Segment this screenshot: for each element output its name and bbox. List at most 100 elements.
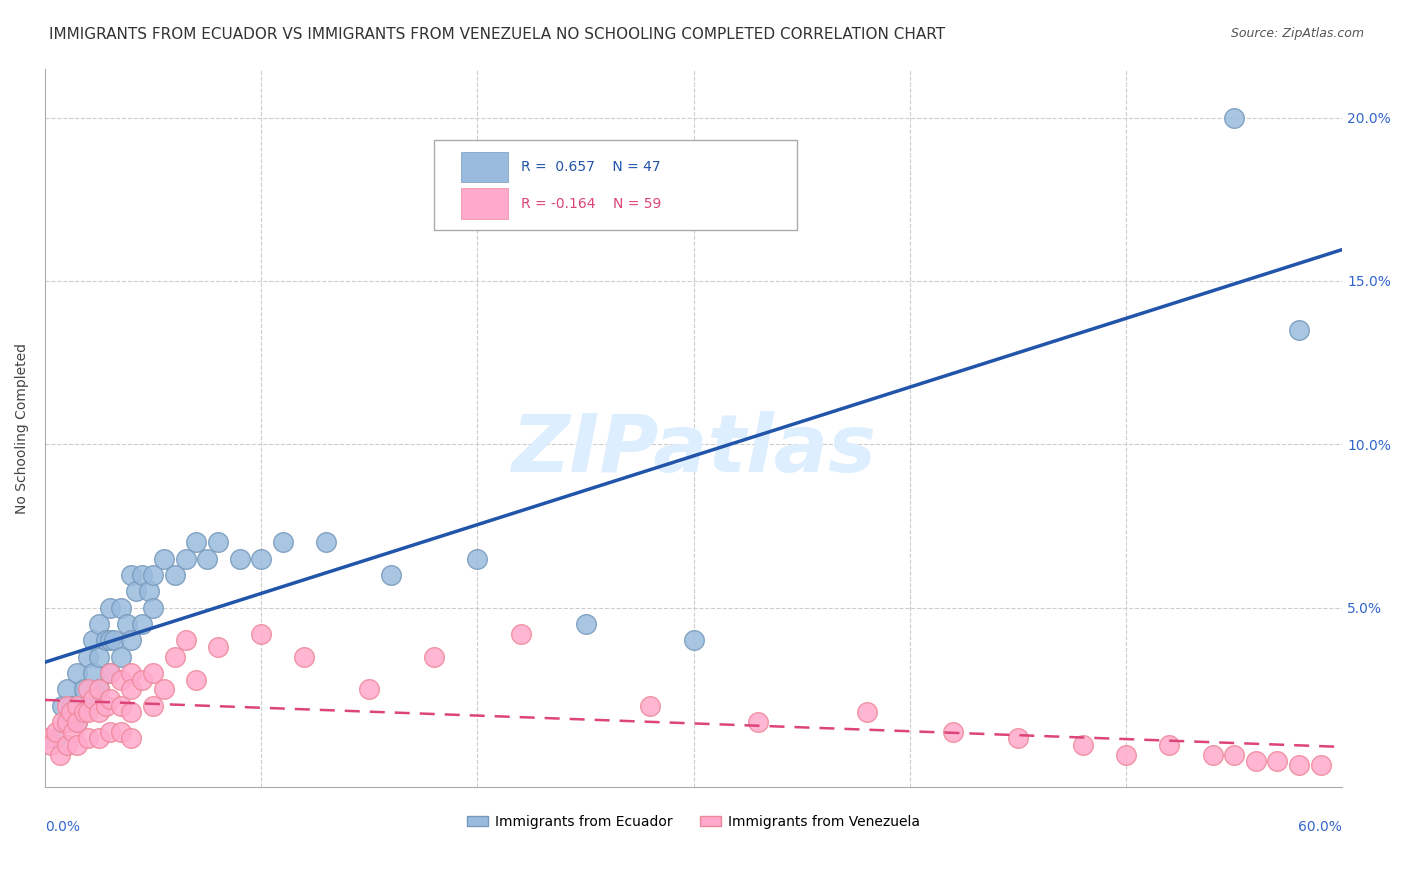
Point <box>153 551 176 566</box>
Point <box>1288 323 1310 337</box>
Point <box>103 633 125 648</box>
Point <box>98 666 121 681</box>
Point <box>115 617 138 632</box>
Point <box>55 682 77 697</box>
Point <box>94 698 117 713</box>
Point <box>98 600 121 615</box>
Point <box>82 692 104 706</box>
Point <box>94 633 117 648</box>
Point <box>682 633 704 648</box>
Point <box>120 731 142 746</box>
Point <box>1288 757 1310 772</box>
Point <box>110 725 132 739</box>
Point <box>73 682 96 697</box>
Point <box>66 698 89 713</box>
Point <box>87 617 110 632</box>
Point <box>120 568 142 582</box>
Point <box>163 649 186 664</box>
Point <box>110 673 132 687</box>
Point <box>142 666 165 681</box>
Point <box>77 731 100 746</box>
Point <box>55 715 77 730</box>
Point <box>120 682 142 697</box>
Point <box>1201 747 1223 762</box>
Point <box>153 682 176 697</box>
Point <box>98 666 121 681</box>
Point <box>1223 111 1246 125</box>
Point <box>207 535 229 549</box>
FancyBboxPatch shape <box>434 140 797 230</box>
Point <box>41 738 63 752</box>
Point <box>855 706 877 720</box>
Point <box>55 738 77 752</box>
Point <box>574 617 596 632</box>
Point <box>186 673 208 687</box>
Point <box>66 715 89 730</box>
Point <box>62 725 84 739</box>
Point <box>82 666 104 681</box>
FancyBboxPatch shape <box>461 152 508 182</box>
Text: Source: ZipAtlas.com: Source: ZipAtlas.com <box>1230 27 1364 40</box>
Point <box>59 706 82 720</box>
FancyBboxPatch shape <box>461 188 508 219</box>
Point <box>747 715 769 730</box>
Point <box>66 715 89 730</box>
Point <box>66 666 89 681</box>
Point <box>120 633 142 648</box>
Point <box>51 715 73 730</box>
Point <box>77 698 100 713</box>
Point <box>87 731 110 746</box>
Text: IMMIGRANTS FROM ECUADOR VS IMMIGRANTS FROM VENEZUELA NO SCHOOLING COMPLETED CORR: IMMIGRANTS FROM ECUADOR VS IMMIGRANTS FR… <box>49 27 945 42</box>
Point <box>73 706 96 720</box>
Point <box>59 698 82 713</box>
Text: R =  0.657    N = 47: R = 0.657 N = 47 <box>522 161 661 174</box>
Point <box>1159 738 1181 752</box>
Point <box>174 551 197 566</box>
Point <box>98 692 121 706</box>
Point <box>77 649 100 664</box>
Point <box>294 649 316 664</box>
Text: ZIPatlas: ZIPatlas <box>512 410 876 489</box>
Point <box>380 568 402 582</box>
Point <box>120 666 142 681</box>
Point <box>1223 747 1246 762</box>
Point <box>423 649 446 664</box>
Legend: Immigrants from Ecuador, Immigrants from Venezuela: Immigrants from Ecuador, Immigrants from… <box>461 809 925 835</box>
Point <box>77 706 100 720</box>
Point <box>163 568 186 582</box>
Point <box>271 535 294 549</box>
Text: 0.0%: 0.0% <box>45 820 80 834</box>
Point <box>82 633 104 648</box>
Point <box>142 568 165 582</box>
Point <box>87 706 110 720</box>
Point <box>87 649 110 664</box>
Point <box>98 633 121 648</box>
Point <box>138 584 160 599</box>
Point <box>1309 757 1331 772</box>
Point <box>110 698 132 713</box>
Point <box>640 698 662 713</box>
Point <box>125 584 148 599</box>
Point <box>98 725 121 739</box>
Point <box>45 731 67 746</box>
Point <box>1007 731 1029 746</box>
Point <box>250 627 273 641</box>
Point <box>45 725 67 739</box>
Point <box>51 698 73 713</box>
Point <box>77 682 100 697</box>
Point <box>120 706 142 720</box>
Point <box>49 747 72 762</box>
Point <box>1267 755 1289 769</box>
Y-axis label: No Schooling Completed: No Schooling Completed <box>15 343 30 514</box>
Point <box>467 551 489 566</box>
Point <box>131 617 153 632</box>
Point <box>195 551 218 566</box>
Text: R = -0.164    N = 59: R = -0.164 N = 59 <box>522 196 661 211</box>
Point <box>110 600 132 615</box>
Point <box>87 682 110 697</box>
Point <box>207 640 229 654</box>
Point <box>174 633 197 648</box>
Point <box>942 725 965 739</box>
Point <box>131 673 153 687</box>
Point <box>110 649 132 664</box>
